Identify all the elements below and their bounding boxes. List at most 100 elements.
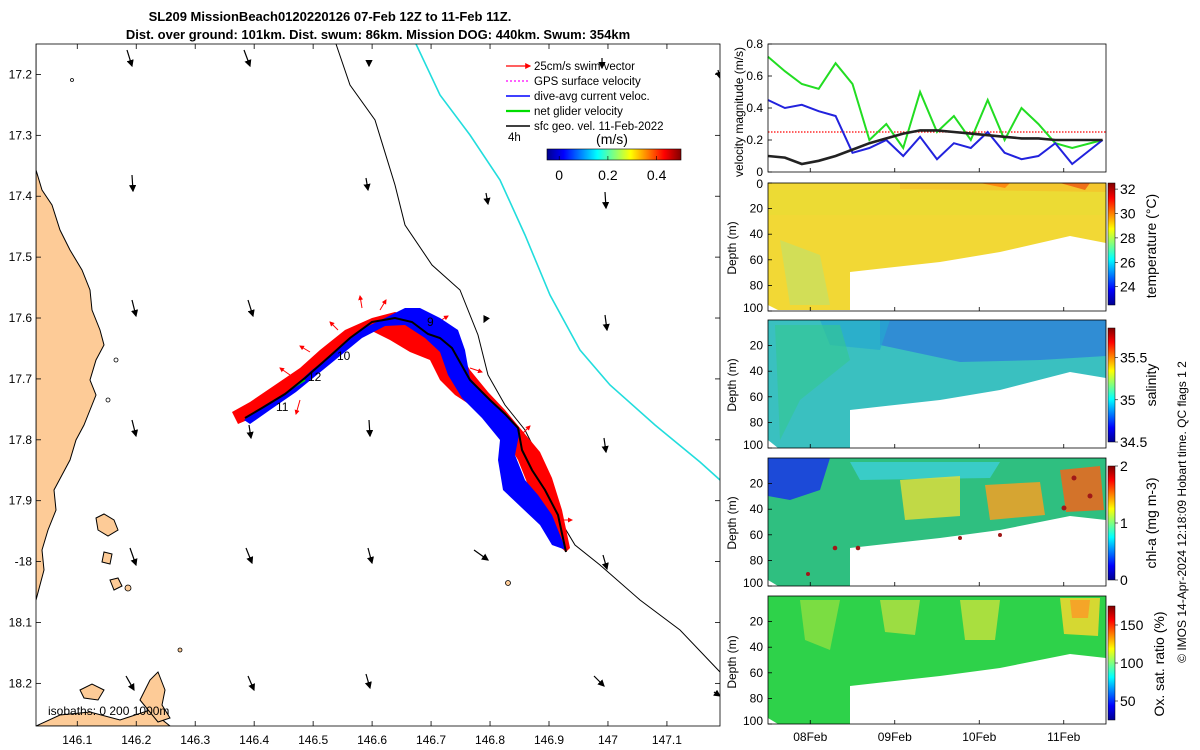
time-tick-label: 09Feb — [878, 730, 912, 744]
salinity-ctick-label: 35 — [1120, 392, 1136, 408]
map-ytick-label: 18.1 — [9, 615, 33, 629]
temperature-ctick-label: 30 — [1120, 206, 1136, 222]
velocity-series-1 — [767, 99, 1104, 166]
title-line-2: Dist. over ground: 101km. Dist. swum: 86… — [126, 27, 630, 42]
title-line-1: SL209 MissionBeach0120220126 07-Feb 12Z … — [149, 9, 512, 24]
chla-panel: 20 40 60 80 100 2 1 0 Depth (m) chl-a (mg m-3) — [725, 457, 1159, 590]
glider-track — [244, 316, 567, 553]
oxygen-ctick-label: 50 — [1120, 693, 1136, 709]
oxygen-ytick-label: 40 — [750, 640, 764, 654]
temperature-ytick-label: 100 — [743, 301, 763, 315]
colorbar-tick-label: 0 — [555, 167, 563, 183]
temperature-ytick-label: 20 — [750, 202, 764, 216]
map-xtick-label: 146.3 — [180, 733, 210, 747]
temperature-ytick-label: 60 — [750, 253, 764, 267]
map-ytick-label: 17.6 — [9, 311, 33, 325]
chla-ytick-label: 20 — [750, 477, 764, 491]
temperature-ctick-label: 28 — [1120, 230, 1136, 246]
time-tick-label: 10Feb — [962, 730, 996, 744]
velocity-ytick-label: 0.2 — [746, 133, 763, 147]
imos-side-note: © IMOS 14-Apr-2024 12:18:09 Hobart time.… — [1175, 361, 1189, 663]
time-tick-label: 08Feb — [793, 730, 827, 744]
salinity-ctick-label: 34.5 — [1120, 434, 1147, 450]
chla-dots — [806, 475, 1093, 576]
salinity-ctick-label: 35.5 — [1120, 350, 1147, 366]
map-xtick-label: 146.8 — [475, 733, 505, 747]
salinity-cbar-label: salinity — [1143, 364, 1159, 407]
temperature-ctick-label: 26 — [1120, 254, 1136, 270]
island-hinchinbrook — [139, 671, 171, 723]
map-ytick-label: 17.4 — [9, 189, 33, 203]
colorbar-title: (m/s) — [596, 131, 628, 147]
map-ytick-label: 17.9 — [9, 494, 33, 508]
map-xtick-label: 147.1 — [652, 733, 682, 747]
temperature-cbar-label: temperature (°C) — [1143, 194, 1159, 298]
map-legend: 25cm/s swim vector GPS surface velocity … — [506, 61, 664, 144]
geo-velocity-arrows — [125, 49, 720, 697]
map-xtick-label: 146.6 — [357, 733, 387, 747]
oxygen-ctick-label: 150 — [1120, 617, 1144, 633]
chla-cbar-label: chl-a (mg m-3) — [1143, 477, 1159, 568]
chla-ctick-label: 1 — [1120, 515, 1128, 531]
track-label-11: 11 — [276, 400, 289, 414]
map-xtick-label: 146.1 — [62, 733, 92, 747]
oxygen-ytick-label: 20 — [750, 615, 764, 629]
isobath-1000m — [415, 44, 720, 481]
temperature-ytick-label: 0 — [756, 177, 763, 191]
legend-swim-vector: 25cm/s swim vector — [534, 61, 635, 73]
chla-ytick-label: 100 — [743, 576, 763, 590]
salinity-ytick-label: 100 — [743, 438, 763, 452]
map-ytick-label: 17.8 — [9, 433, 33, 447]
oxygen-ytick-label: 100 — [743, 714, 763, 728]
island-small-1 — [95, 513, 119, 537]
map-ytick-label: 17.5 — [9, 250, 33, 264]
velocity-series-0 — [767, 56, 1103, 151]
map-ytick-label: 17.3 — [9, 128, 33, 142]
legend-net-velocity: net glider velocity — [534, 106, 623, 118]
velocity-series-2 — [767, 129, 1103, 166]
legend-time: 4h — [508, 132, 521, 144]
legend-geo-velocity: sfc geo. vel. 11-Feb-2022 — [534, 121, 664, 133]
island-small-3 — [109, 577, 123, 591]
oxygen-cbar-label: Ox. sat. ratio (%) — [1151, 611, 1167, 716]
velocity-ytick-label: 0.6 — [746, 69, 763, 83]
chla-ytick-label: 40 — [750, 502, 764, 516]
time-tick-label: 11Feb — [1047, 730, 1080, 744]
temperature-panel: 0 20 40 60 80 100 32 30 28 26 24 Depth (m) temper… — [725, 177, 1159, 315]
coastline-land — [36, 44, 105, 601]
salinity-ytick-label: 20 — [750, 339, 764, 353]
oxygen-ctick-label: 100 — [1120, 655, 1144, 671]
map-xtick-label: 146.4 — [239, 733, 269, 747]
salinity-ytick-label: 60 — [750, 390, 764, 404]
velocity-panel: 0 0.2 0.4 0.6 0.8 velocity magnitude (m/s) — [732, 37, 1107, 179]
salinity-ytick-label: 40 — [750, 364, 764, 378]
map-ytick-label: 17.7 — [9, 372, 33, 386]
oxygen-ytick-label: 80 — [750, 691, 764, 705]
oxygen-ytick-label: 60 — [750, 666, 764, 680]
map-xtick-label: 146.2 — [121, 733, 151, 747]
map-xtick-label: 146.5 — [298, 733, 328, 747]
speed-colorbar: (m/s) 0 0.2 0.4 — [546, 131, 682, 183]
map-panel: 9 10 12 11 25cm/s swim vector GPS surfac… — [9, 43, 721, 747]
colorbar-tick-label: 0.2 — [598, 167, 618, 183]
salinity-ylabel: Depth (m) — [725, 358, 739, 411]
map-xtick-label: 146.9 — [534, 733, 564, 747]
isobath-label: isobaths: 0 200 1000m — [48, 704, 169, 718]
map-xtick-label: 147 — [598, 733, 618, 747]
oxygen-ylabel: Depth (m) — [725, 635, 739, 688]
track-label-12: 12 — [308, 370, 322, 384]
map-ytick-label: 17.2 — [9, 67, 33, 81]
temperature-ytick-label: 40 — [750, 227, 764, 241]
map-xtick-label: 146.7 — [416, 733, 446, 747]
map-ytick-label: -18 — [15, 555, 33, 569]
chla-ylabel: Depth (m) — [725, 496, 739, 549]
dive-avg-current-swath — [244, 308, 566, 550]
temperature-ctick-label: 32 — [1120, 181, 1136, 197]
velocity-ytick-label: 0 — [756, 165, 763, 179]
time-axis: 08Feb 09Feb 10Feb 11Feb — [793, 168, 1081, 744]
map-ytick-label: 18.2 — [9, 676, 33, 690]
temperature-ctick-label: 24 — [1120, 279, 1136, 295]
oxygen-panel: 20 40 60 80 100 150 100 50 Depth (m) Ox. sat. … — [725, 595, 1167, 728]
temperature-ytick-label: 80 — [750, 278, 764, 292]
